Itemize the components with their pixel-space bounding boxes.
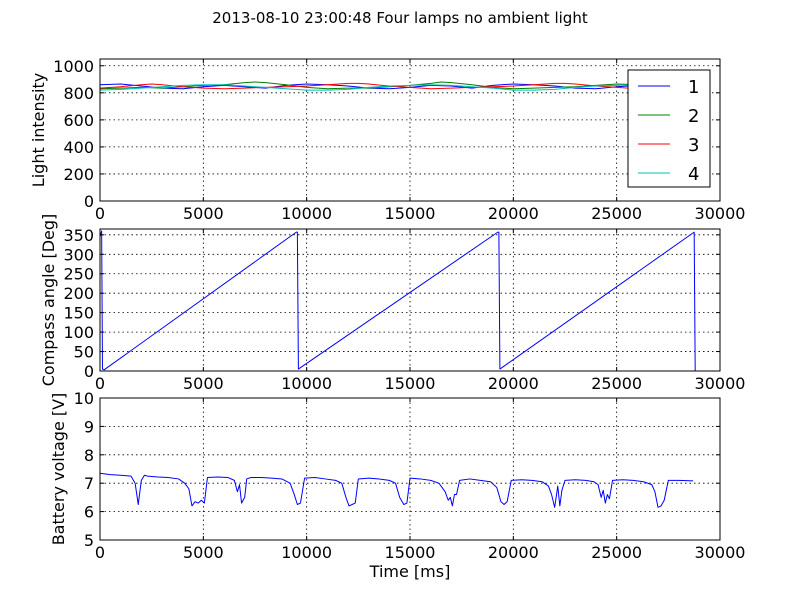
series-line-compass xyxy=(99,230,696,372)
y-tick-label: 350 xyxy=(63,226,94,245)
panel-light-intensity: 0 5000 10000 15000 20000 25000 30000 0 200 400 600… xyxy=(29,57,745,223)
y-tick-label: 9 xyxy=(84,417,94,436)
y-tick-label: 800 xyxy=(63,84,94,103)
y-tick-label: 10 xyxy=(74,389,94,408)
series-line-battery xyxy=(99,472,694,508)
y-tick-label: 0 xyxy=(84,362,94,381)
series-line-light-4 xyxy=(99,84,694,91)
x-tick-label: 20000 xyxy=(488,374,539,393)
plot-frame xyxy=(99,228,721,372)
y-tick-label: 6 xyxy=(84,503,94,522)
y-axis-label: Battery voltage [V] xyxy=(49,393,68,546)
x-tick-label: 20000 xyxy=(488,204,539,223)
y-tick-label: 50 xyxy=(74,343,94,362)
x-axis-label: Time [ms] xyxy=(369,562,451,581)
x-tick-label: 10000 xyxy=(281,543,332,562)
x-tick-label: 25000 xyxy=(591,204,642,223)
y-tick-label: 300 xyxy=(63,245,94,264)
x-tick-label: 25000 xyxy=(591,543,642,562)
x-tick-label: 30000 xyxy=(695,374,746,393)
x-tick-label: 5000 xyxy=(183,374,224,393)
x-tick-label: 30000 xyxy=(695,204,746,223)
y-tick-label: 200 xyxy=(63,284,94,303)
y-tick-label: 1000 xyxy=(53,57,94,76)
legend-label-1: 1 xyxy=(688,77,699,98)
x-tick-label: 20000 xyxy=(488,543,539,562)
plot-frame xyxy=(99,58,721,202)
x-tick-label: 15000 xyxy=(385,374,436,393)
y-tick-label: 100 xyxy=(63,323,94,342)
legend: 1 2 3 4 xyxy=(627,69,711,188)
y-tick-label: 400 xyxy=(63,138,94,157)
y-tick-label: 0 xyxy=(84,192,94,211)
y-tick-label: 150 xyxy=(63,304,94,323)
x-tick-label: 0 xyxy=(95,204,105,223)
y-axis-label: Light intensity xyxy=(29,73,48,187)
x-tick-label: 10000 xyxy=(281,374,332,393)
x-tick-label: 0 xyxy=(95,543,105,562)
x-tick-label: 5000 xyxy=(183,543,224,562)
x-tick-label: 15000 xyxy=(385,543,436,562)
panel-battery-voltage: 0 5000 10000 15000 20000 25000 30000 5 6 7 8 9 10 Bat… xyxy=(49,389,745,581)
x-tick-label: 10000 xyxy=(281,204,332,223)
legend-label-4: 4 xyxy=(688,164,699,185)
x-tick-label: 30000 xyxy=(695,543,746,562)
figure-title: 2013-08-10 23:00:48 Four lamps no ambien… xyxy=(212,9,588,27)
legend-label-3: 3 xyxy=(688,135,699,156)
x-tick-label: 0 xyxy=(95,374,105,393)
x-tick-label: 15000 xyxy=(385,204,436,223)
legend-box xyxy=(627,69,711,188)
series-line-light-1 xyxy=(99,83,694,90)
y-tick-label: 5 xyxy=(84,531,94,550)
legend-label-2: 2 xyxy=(688,106,699,127)
x-tick-label: 5000 xyxy=(183,204,224,223)
x-tick-label: 25000 xyxy=(591,374,642,393)
panel-compass-angle: 0 5000 10000 15000 20000 25000 300000501001502… xyxy=(39,214,745,393)
y-axis-label: Compass angle [Deg] xyxy=(39,214,58,387)
y-tick-label: 600 xyxy=(63,111,94,130)
y-tick-label: 250 xyxy=(63,265,94,284)
plot-frame xyxy=(99,397,721,541)
y-tick-label: 200 xyxy=(63,165,94,184)
y-tick-label: 8 xyxy=(84,446,94,465)
y-tick-label: 7 xyxy=(84,474,94,493)
